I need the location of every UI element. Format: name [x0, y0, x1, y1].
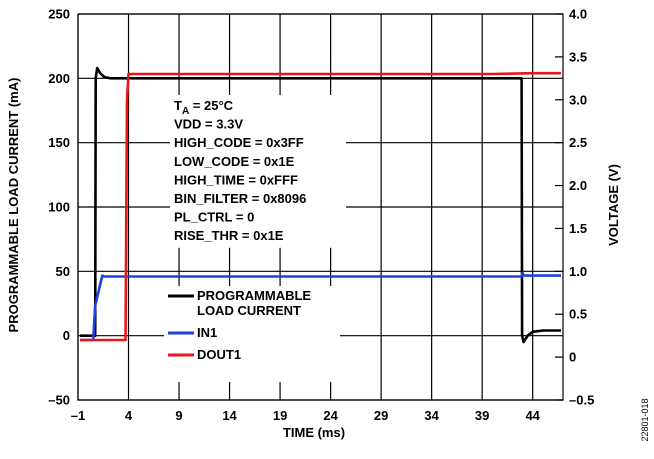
annotation-line: BIN_FILTER = 0x8096 — [174, 191, 306, 206]
series-line-in1 — [80, 271, 561, 342]
y-left-tick-label: 250 — [48, 7, 70, 22]
y-right-tick-label: 3.0 — [569, 92, 587, 107]
annotation-line: VDD = 3.3V — [174, 117, 243, 132]
x-tick-label: 14 — [222, 408, 237, 423]
y-right-tick-label: 1.5 — [569, 221, 587, 236]
x-tick-label: 4 — [125, 408, 133, 423]
series-group — [80, 66, 561, 344]
x-tick-label: 44 — [525, 408, 540, 423]
legend-label: LOAD CURRENT — [197, 303, 301, 318]
y-left-axis-title: PROGRAMMABLE LOAD CURRENT (mA) — [6, 78, 21, 333]
y-right-tick-label: 4.0 — [569, 7, 587, 22]
ticks: –1 4 9 14 19 24 29 34 39 44 –50 0 50 100 150 200 250 –0.5… — [48, 7, 594, 424]
y-right-tick-label: 0.5 — [569, 307, 587, 322]
figure-id: 22801-018 — [640, 398, 650, 441]
series-line-programmable-load-current — [80, 66, 561, 344]
legend-label: DOUT1 — [197, 347, 241, 362]
y-right-tick-label: –0.5 — [569, 393, 594, 408]
y-right-tick-label: 1.0 — [569, 264, 587, 279]
series-line-dout1 — [80, 71, 561, 342]
y-right-tick-label: 0 — [569, 350, 576, 365]
annotation-line: PL_CTRL = 0 — [174, 210, 254, 225]
annotation-line: LOW_CODE = 0x1E — [174, 154, 295, 169]
x-tick-label: 19 — [273, 408, 287, 423]
y-right-axis-title: VOLTAGE (V) — [606, 164, 621, 246]
y-right-tick-label: 2.0 — [569, 178, 587, 193]
x-axis-title: TIME (ms) — [283, 425, 345, 440]
x-tick-label: –1 — [71, 408, 85, 423]
legend-label: IN1 — [197, 325, 217, 340]
y-left-tick-label: 100 — [48, 200, 70, 215]
y-right-tick-label: 2.5 — [569, 135, 587, 150]
plot-frame — [77, 13, 564, 401]
annotation-line: RISE_THR = 0x1E — [174, 228, 284, 243]
annotation-line: TA = 25°C — [174, 98, 234, 117]
y-left-tick-label: 150 — [48, 135, 70, 150]
x-tick-label: 9 — [175, 408, 182, 423]
x-tick-label: 39 — [475, 408, 489, 423]
y-right-tick-label: 3.5 — [569, 49, 587, 64]
y-left-tick-label: 200 — [48, 71, 70, 86]
x-tick-label: 34 — [424, 408, 439, 423]
x-tick-label: 29 — [374, 408, 388, 423]
y-left-tick-label: 0 — [63, 328, 70, 343]
annotation-line: HIGH_TIME = 0xFFF — [174, 172, 298, 187]
y-left-tick-label: 50 — [56, 264, 70, 279]
legend-label: PROGRAMMABLE — [197, 288, 311, 303]
x-tick-label: 24 — [323, 408, 338, 423]
annotation-background — [170, 95, 346, 248]
y-left-tick-label: –50 — [48, 393, 70, 408]
annotation-line: HIGH_CODE = 0x3FF — [174, 135, 304, 150]
